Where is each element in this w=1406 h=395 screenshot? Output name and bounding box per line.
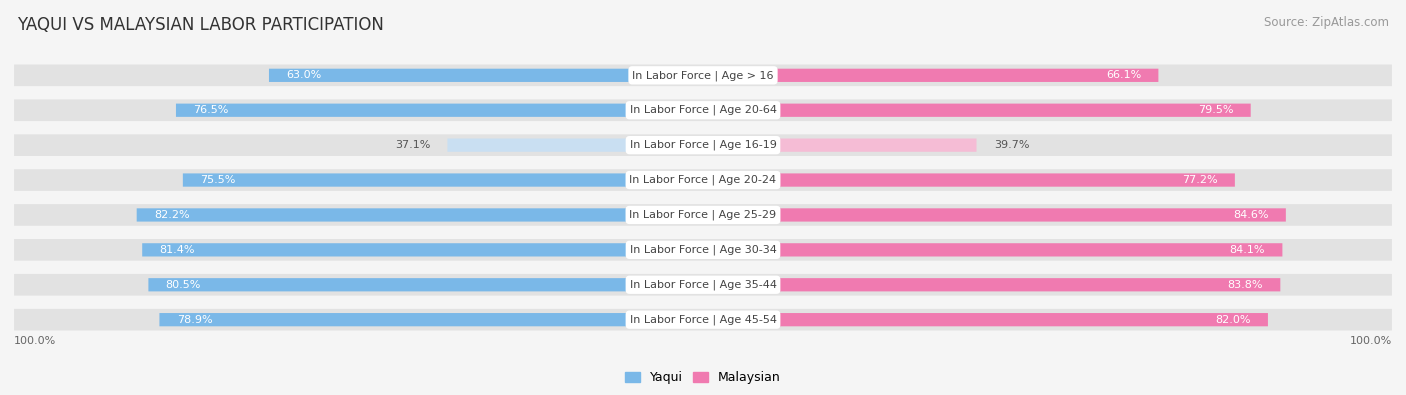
Text: In Labor Force | Age 25-29: In Labor Force | Age 25-29 [630,210,776,220]
FancyBboxPatch shape [703,313,1268,326]
Text: 100.0%: 100.0% [1350,336,1392,346]
FancyBboxPatch shape [14,169,1392,191]
FancyBboxPatch shape [14,204,1392,226]
Text: 81.4%: 81.4% [159,245,195,255]
FancyBboxPatch shape [703,243,1282,256]
FancyBboxPatch shape [703,139,977,152]
FancyBboxPatch shape [159,313,703,326]
Text: 39.7%: 39.7% [994,140,1029,150]
Text: 80.5%: 80.5% [166,280,201,290]
Text: YAQUI VS MALAYSIAN LABOR PARTICIPATION: YAQUI VS MALAYSIAN LABOR PARTICIPATION [17,16,384,34]
Text: In Labor Force | Age 16-19: In Labor Force | Age 16-19 [630,140,776,150]
FancyBboxPatch shape [136,208,703,222]
FancyBboxPatch shape [703,173,1234,187]
FancyBboxPatch shape [14,239,1392,261]
Text: 82.0%: 82.0% [1215,315,1251,325]
FancyBboxPatch shape [14,64,1392,86]
Text: In Labor Force | Age 30-34: In Labor Force | Age 30-34 [630,245,776,255]
FancyBboxPatch shape [703,278,1281,292]
Text: 37.1%: 37.1% [395,140,430,150]
FancyBboxPatch shape [14,309,1392,331]
Text: 79.5%: 79.5% [1198,105,1233,115]
FancyBboxPatch shape [14,100,1392,121]
Text: 66.1%: 66.1% [1107,70,1142,80]
Text: 78.9%: 78.9% [177,315,212,325]
FancyBboxPatch shape [703,69,1159,82]
FancyBboxPatch shape [14,134,1392,156]
FancyBboxPatch shape [703,208,1286,222]
FancyBboxPatch shape [142,243,703,256]
Text: 83.8%: 83.8% [1227,280,1263,290]
FancyBboxPatch shape [703,103,1251,117]
Legend: Yaqui, Malaysian: Yaqui, Malaysian [620,367,786,389]
Text: 100.0%: 100.0% [14,336,56,346]
Text: In Labor Force | Age 20-24: In Labor Force | Age 20-24 [630,175,776,185]
Text: 77.2%: 77.2% [1182,175,1218,185]
Text: 84.6%: 84.6% [1233,210,1268,220]
Text: In Labor Force | Age 45-54: In Labor Force | Age 45-54 [630,314,776,325]
Text: 76.5%: 76.5% [193,105,229,115]
Text: Source: ZipAtlas.com: Source: ZipAtlas.com [1264,16,1389,29]
FancyBboxPatch shape [447,139,703,152]
Text: 63.0%: 63.0% [287,70,322,80]
FancyBboxPatch shape [183,173,703,187]
FancyBboxPatch shape [269,69,703,82]
FancyBboxPatch shape [14,274,1392,295]
FancyBboxPatch shape [176,103,703,117]
Text: 75.5%: 75.5% [200,175,235,185]
Text: In Labor Force | Age 35-44: In Labor Force | Age 35-44 [630,280,776,290]
Text: In Labor Force | Age 20-64: In Labor Force | Age 20-64 [630,105,776,115]
Text: In Labor Force | Age > 16: In Labor Force | Age > 16 [633,70,773,81]
Text: 84.1%: 84.1% [1230,245,1265,255]
Text: 82.2%: 82.2% [153,210,190,220]
FancyBboxPatch shape [149,278,703,292]
